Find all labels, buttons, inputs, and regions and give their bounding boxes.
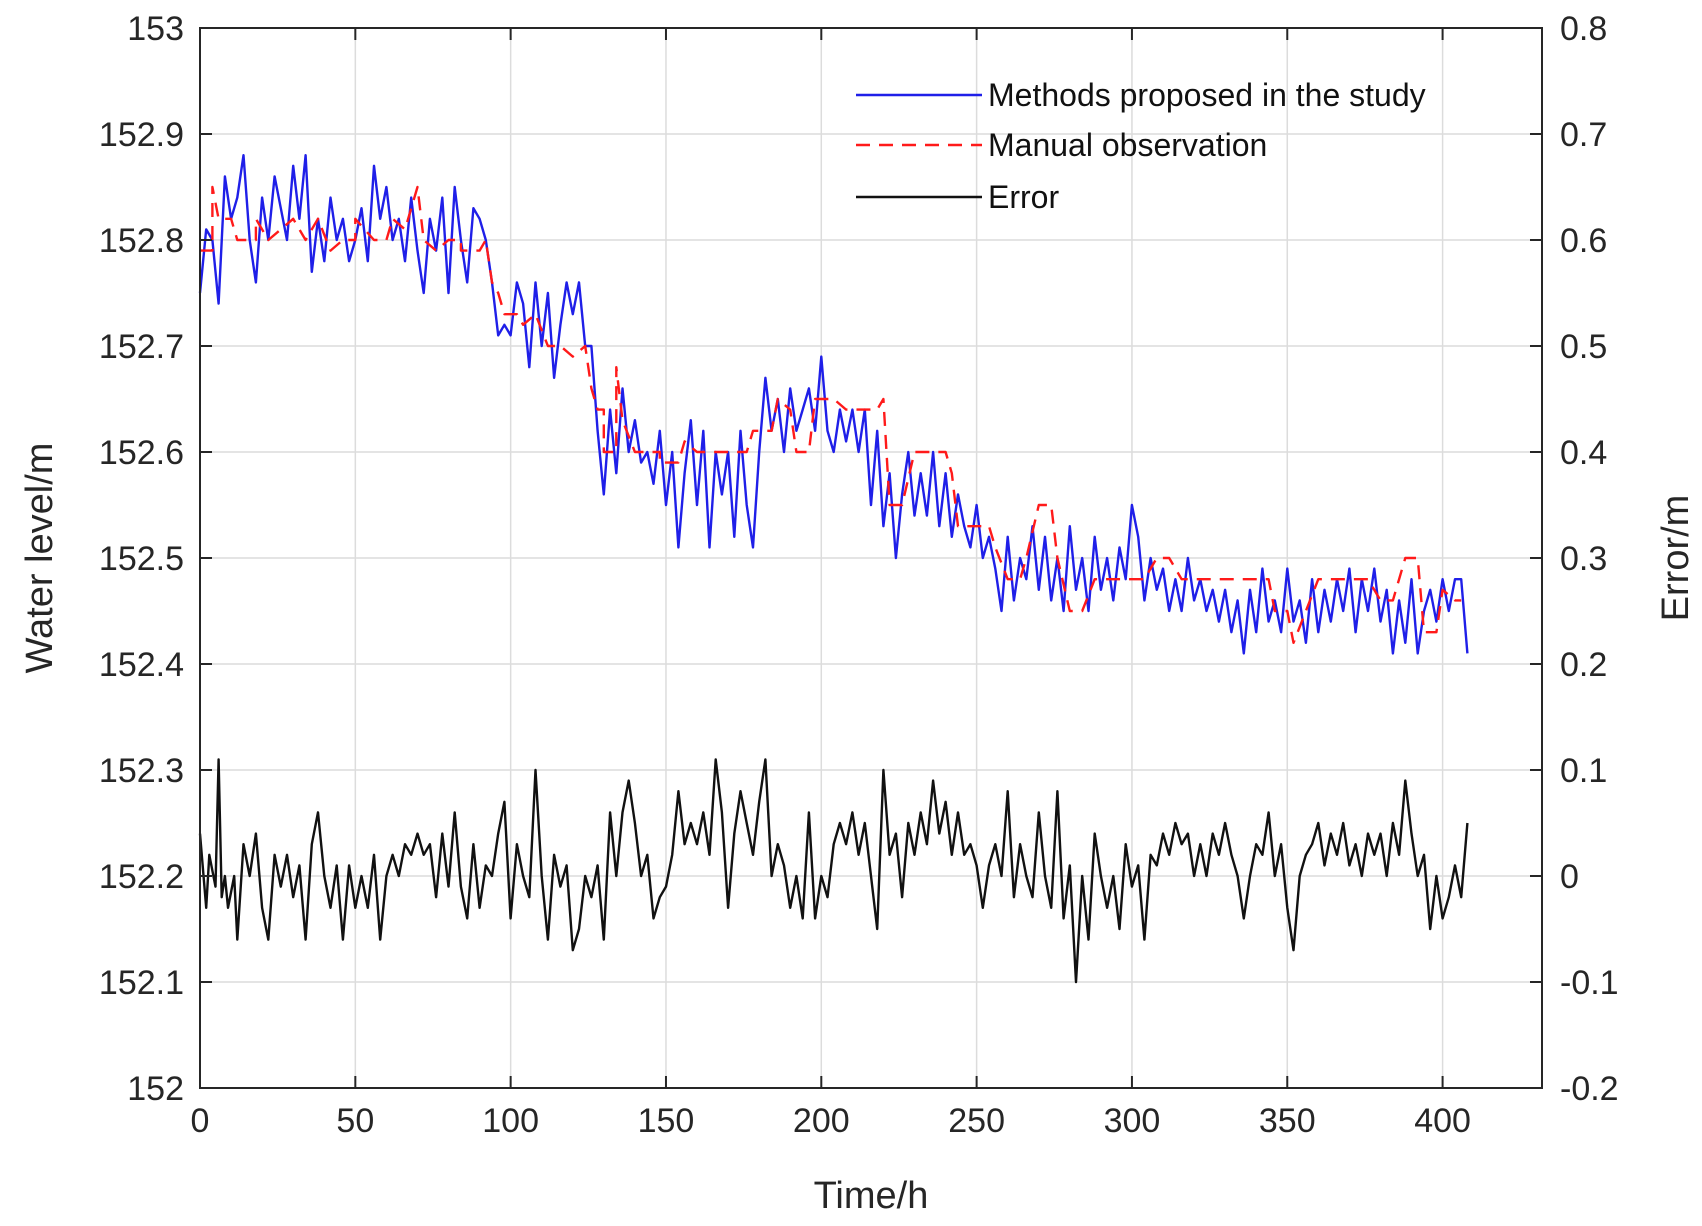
y2-tick-label: -0.2 [1560, 1070, 1619, 1108]
y-axis-ticks: 152 152.1 152.2 152.3 152.4 152.5 152.6 152.7 15… [99, 10, 212, 1108]
y2-tick-label: 0.5 [1560, 328, 1607, 366]
x-tick-label: 50 [336, 1102, 374, 1140]
y-tick-label: 152.6 [99, 434, 184, 472]
series-line-error [198, 758, 1469, 984]
y-tick-label: 152.3 [99, 752, 184, 790]
legend-label-manual: Manual observation [988, 127, 1267, 163]
x-tick-label: 250 [948, 1102, 1005, 1140]
x-tick-label: 350 [1259, 1102, 1316, 1140]
x-axis-title: Time/h [814, 1175, 929, 1217]
y2-tick-label: 0.1 [1560, 752, 1607, 790]
y-axis-title: Water level/m [19, 443, 61, 674]
y2-tick-label: -0.1 [1560, 964, 1619, 1002]
x-tick-label: 150 [638, 1102, 695, 1140]
series-line-methods [198, 154, 1469, 655]
y2-tick-label: 0.2 [1560, 646, 1607, 684]
y2-tick-label: 0 [1560, 858, 1579, 896]
y-tick-label: 152.4 [99, 646, 184, 684]
y-tick-label: 153 [127, 10, 184, 48]
y2-tick-label: 0.3 [1560, 540, 1607, 578]
y2-axis-ticks: -0.2 -0.1 0 0.1 0.2 0.3 0.4 0.5 0.6 0.7 0.8 [1530, 10, 1619, 1108]
legend-label-error: Error [988, 179, 1059, 215]
y2-tick-label: 0.8 [1560, 10, 1607, 48]
y-tick-label: 152.7 [99, 328, 184, 366]
y-tick-label: 152.1 [99, 964, 184, 1002]
y-tick-label: 152.8 [99, 222, 184, 260]
y2-tick-label: 0.4 [1560, 434, 1607, 472]
y2-axis-title: Error/m [1655, 495, 1697, 622]
x-tick-label: 100 [482, 1102, 539, 1140]
y-tick-label: 152 [127, 1070, 184, 1108]
y-tick-label: 152.5 [99, 540, 184, 578]
y-tick-label: 152.9 [99, 116, 184, 154]
y-tick-label: 152.2 [99, 858, 184, 896]
x-tick-label: 0 [191, 1102, 210, 1140]
x-axis-ticks: 0 50 100 150 200 250 300 350 400 [191, 28, 1471, 1140]
x-tick-label: 300 [1104, 1102, 1161, 1140]
series-line-manual [200, 185, 1462, 644]
x-tick-label: 200 [793, 1102, 850, 1140]
series-layer [198, 154, 1469, 984]
legend-label-methods: Methods proposed in the study [988, 77, 1426, 113]
y2-tick-label: 0.6 [1560, 222, 1607, 260]
y2-tick-label: 0.7 [1560, 116, 1607, 154]
legend: Methods proposed in the study Manual obs… [856, 77, 1426, 215]
x-tick-label: 400 [1414, 1102, 1471, 1140]
